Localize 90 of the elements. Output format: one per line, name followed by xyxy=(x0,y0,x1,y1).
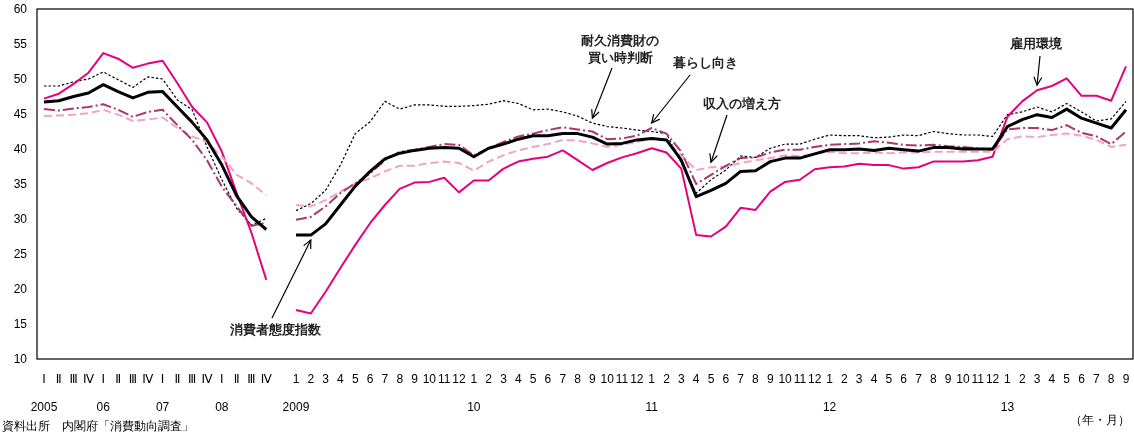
x-tick-label: 2 xyxy=(485,372,493,386)
x-tick-label: 10 xyxy=(778,372,793,386)
x-tick-label: 7 xyxy=(381,372,389,386)
x-tick-label: 11 xyxy=(437,372,451,386)
x-tick-label: 9 xyxy=(944,372,952,386)
text: 耐久消費財の買い時判断 xyxy=(581,34,659,65)
x-tick-label: 8 xyxy=(1107,372,1115,386)
y-tick-label: 20 xyxy=(13,282,28,296)
y-tick-label: 35 xyxy=(13,177,28,191)
x-tick-label: 5 xyxy=(529,372,537,386)
x-tick-label: Ⅱ xyxy=(233,372,240,386)
x-tick-label: 6 xyxy=(900,372,908,386)
x-tick-label: 7 xyxy=(1093,372,1101,386)
text: 収入の増え方 xyxy=(703,96,781,111)
x-tick-label: Ⅱ xyxy=(115,372,122,386)
y-tick-label: 60 xyxy=(13,2,28,16)
text: （年・月） xyxy=(1070,414,1130,427)
x-tick-label: Ⅰ 06 xyxy=(96,372,111,414)
x-tick-label: 1 10 xyxy=(467,372,481,414)
x-tick-label: 12 xyxy=(630,372,644,386)
x-tick-label: 6 xyxy=(366,372,374,386)
x-tick-label: Ⅲ xyxy=(69,372,78,386)
x-tick-label: 3 xyxy=(855,372,863,386)
x-tick-label: 4 xyxy=(337,372,345,386)
x-tick-label: 2 xyxy=(307,372,315,386)
y-tick-label: 45 xyxy=(13,107,28,121)
x-tick-label: 10 xyxy=(956,372,970,386)
x-tick-label: 10 xyxy=(422,372,437,386)
x-tick-label: 8 xyxy=(574,372,582,386)
x-tick-label: 5 xyxy=(1063,372,1071,386)
x-tick-label: 9 xyxy=(589,372,597,386)
text: 暮らし向き xyxy=(671,56,738,70)
x-tick-label: 5 xyxy=(707,372,715,386)
x-tick-label: 10 xyxy=(600,372,615,386)
x-tick-label: Ⅲ xyxy=(188,372,197,386)
x-tick-label: 2 xyxy=(841,372,849,386)
x-tick-label: 5 xyxy=(351,372,359,386)
x-tick-label: Ⅳ xyxy=(260,372,272,386)
x-tick-label: 11 xyxy=(615,372,629,386)
y-tick-label: 30 xyxy=(13,212,28,226)
x-tick-label: Ⅰ 08 xyxy=(215,372,229,414)
x-tick-label: Ⅳ xyxy=(142,372,154,386)
x-tick-label: 4 xyxy=(514,372,522,386)
x-tick-label: 7 xyxy=(737,372,745,386)
x-tick-label: 1 11 xyxy=(645,372,659,414)
y-tick-label: 10 xyxy=(13,352,28,366)
y-tick-label: 55 xyxy=(13,37,28,51)
x-tick-label: 9 xyxy=(411,372,419,386)
x-tick-label: 6 xyxy=(1078,372,1086,386)
text: 消費者態度指数 xyxy=(228,322,322,337)
text: 資料出所 内閣府「消費動向調査」 xyxy=(2,419,194,433)
x-tick-label: 11 xyxy=(971,372,985,386)
x-tick-label: 7 xyxy=(559,372,567,386)
x-tick-label: 4 xyxy=(1048,372,1056,386)
x-tick-label: 6 xyxy=(544,372,552,386)
x-tick-label: 8 xyxy=(752,372,760,386)
x-tick-label: 8 xyxy=(929,372,937,386)
x-tick-label: 8 xyxy=(396,372,404,386)
y-tick-label: 40 xyxy=(13,142,28,156)
x-tick-label: 2 xyxy=(663,372,671,386)
x-tick-label: Ⅱ xyxy=(55,372,62,386)
x-tick-label: 3 xyxy=(678,372,685,386)
x-tick-label: 4 xyxy=(692,372,700,386)
x-tick-label: 12 xyxy=(985,372,1000,386)
x-tick-label: Ⅳ xyxy=(201,372,213,386)
x-tick-label: 4 xyxy=(870,372,878,386)
x-tick-label: Ⅲ xyxy=(247,372,256,386)
x-tick-label: 3 xyxy=(1033,372,1041,386)
x-tick-label: 11 xyxy=(793,372,807,386)
y-tick-label: 15 xyxy=(13,317,28,331)
x-tick-label: 9 xyxy=(766,372,774,386)
x-tick-label: 5 xyxy=(885,372,893,386)
y-tick-label: 25 xyxy=(13,247,28,261)
x-tick-label: 3 xyxy=(322,372,330,386)
x-tick-label: Ⅰ 2005 xyxy=(30,372,58,414)
x-tick-label: Ⅱ xyxy=(174,372,181,386)
x-tick-label: 12 xyxy=(452,372,467,386)
x-tick-label: 6 xyxy=(722,372,730,386)
x-tick-label: Ⅰ 07 xyxy=(155,372,170,414)
x-tick-label: 9 xyxy=(1122,372,1130,386)
text: 雇用環境 xyxy=(1009,36,1063,51)
x-tick-label: Ⅳ xyxy=(82,372,94,386)
x-tick-label: 3 xyxy=(500,372,508,386)
y-tick-label: 50 xyxy=(13,72,28,86)
x-tick-label: Ⅲ xyxy=(128,372,138,386)
x-tick-label: 1 12 xyxy=(822,372,837,414)
x-tick-label: 12 xyxy=(808,372,822,386)
x-tick-label: 2 xyxy=(1018,372,1026,386)
x-tick-label: 1 13 xyxy=(1000,372,1015,414)
x-tick-label: 7 xyxy=(915,372,923,386)
